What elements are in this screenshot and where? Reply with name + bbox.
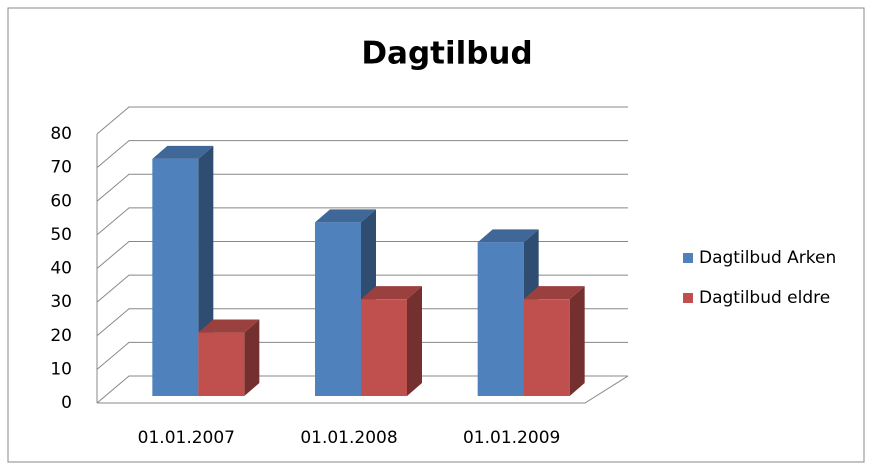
chart-title: Dagtilbud [361,36,532,72]
y-tick-label: 60 [50,191,72,211]
y-tick-label: 40 [50,259,72,279]
bar-top [477,229,539,243]
bar [152,158,199,396]
x-tick-label: 01.01.2008 [300,428,397,448]
bar-side [569,286,585,396]
legend-label: Dagtilbud eldre [699,288,830,308]
bar [198,332,245,396]
x-tick-label: 01.01.2009 [463,428,560,448]
y-tick-label: 70 [50,158,72,178]
grid-line [96,140,628,169]
grid-line [96,308,628,337]
grid-line [96,173,628,202]
legend-swatch [683,293,693,303]
bar [361,299,407,396]
legend-label: Dagtilbud Arken [699,248,836,268]
y-tick-label: 30 [50,292,72,312]
grid-line [96,207,628,236]
bar-top [361,286,422,300]
y-tick-label: 0 [61,393,72,413]
y-tick-label: 10 [50,359,72,379]
legend-swatch [683,253,693,263]
chart-border [7,7,865,463]
bar-top [198,319,260,333]
grid-line [96,375,628,404]
x-tick-label: 01.01.2007 [138,428,235,448]
bar [477,242,524,396]
grid-line [96,274,628,303]
y-tick-label: 80 [50,124,72,144]
y-tick-label: 50 [50,225,72,245]
grid-line [96,241,628,269]
bar [315,222,361,396]
bar-top [315,209,376,223]
grid-line [96,106,628,135]
grid-line [96,341,628,370]
bar-top [152,145,214,159]
y-tick-label: 20 [50,326,72,346]
bar-side [244,319,260,396]
bar-top [523,286,585,300]
bar [523,299,570,396]
bar-side [407,286,422,396]
